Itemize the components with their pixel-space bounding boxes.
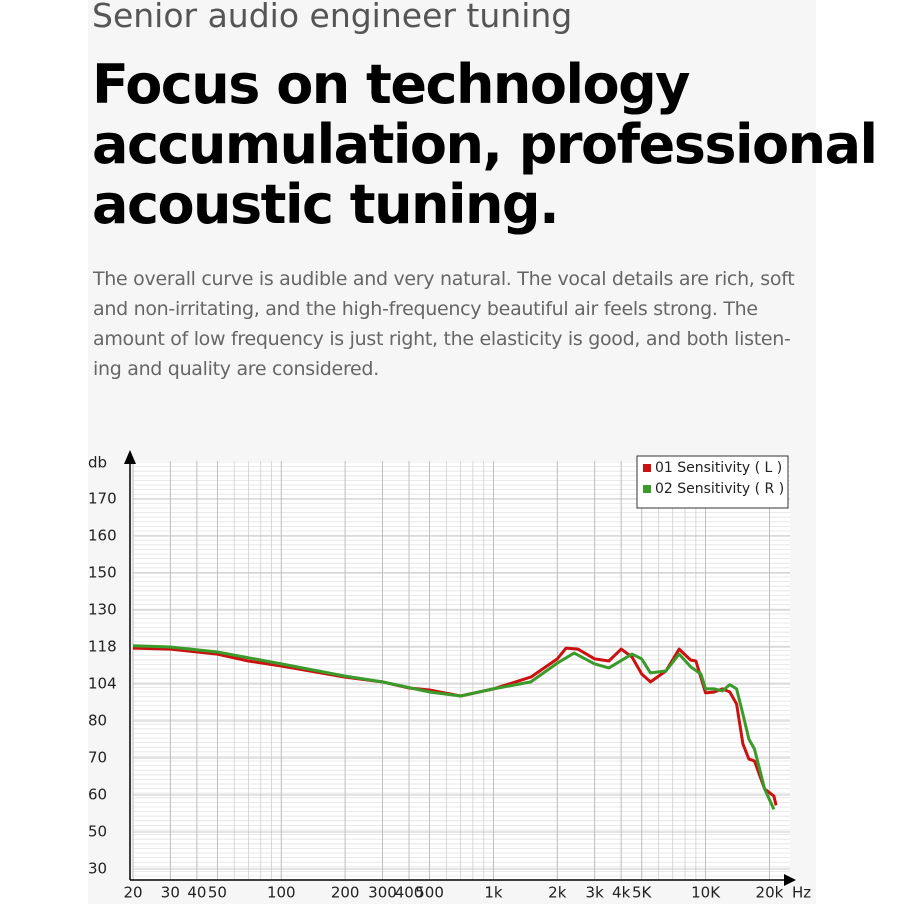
- body-line: amount of low frequency is just right, t…: [93, 328, 791, 350]
- x-tick-label: 200: [331, 884, 360, 902]
- y-tick-label: 118: [88, 638, 117, 656]
- x-tick-label: 100: [267, 884, 296, 902]
- plot-area: [133, 461, 790, 880]
- y-tick-label: 70: [88, 749, 107, 767]
- x-tick-label: 400: [395, 884, 424, 902]
- series-line: [132, 644, 776, 811]
- y-tick-label: 80: [88, 712, 107, 730]
- y-tick-label: 30: [88, 860, 107, 878]
- y-tick-label: 50: [88, 823, 107, 841]
- y-axis-label: db: [88, 454, 107, 472]
- y-tick-label: 150: [88, 564, 117, 582]
- headline-line: Focus on technology: [92, 53, 690, 116]
- x-tick-label: 2k: [548, 884, 567, 902]
- headline: Focus on technology accumulation, profess…: [92, 53, 878, 236]
- y-arrow: [124, 450, 136, 464]
- x-axis-label: Hz: [792, 884, 811, 902]
- body-text: The overall curve is audible and very na…: [93, 264, 795, 384]
- body-line: and non-irritating, and the high-frequen…: [93, 298, 758, 320]
- x-tick-label: 10K: [691, 884, 721, 902]
- x-arrow: [784, 874, 796, 886]
- y-tick-label: 130: [88, 601, 117, 619]
- x-tick-label: 50: [208, 884, 227, 902]
- y-tick-label: 60: [88, 786, 107, 804]
- kicker: Senior audio engineer tuning: [92, 0, 573, 35]
- legend-swatch: [643, 485, 651, 493]
- headline-line: accumulation, professional: [92, 113, 878, 176]
- legend-label: 02 Sensitivity ( R ): [655, 481, 784, 497]
- y-tick-label: 160: [88, 527, 117, 545]
- y-tick-label: 104: [88, 675, 117, 693]
- x-tick-label: 5K: [632, 884, 653, 902]
- x-tick-label: 300: [368, 884, 397, 902]
- y-tick-label: 170: [88, 490, 117, 508]
- x-tick-label: 4k: [612, 884, 631, 902]
- legend-swatch: [643, 464, 651, 472]
- x-tick-label: 20k: [756, 884, 784, 902]
- x-tick-label: 40: [187, 884, 206, 902]
- x-tick-label: 20: [123, 884, 142, 902]
- headline-line: acoustic tuning.: [92, 173, 560, 236]
- legend-label: 01 Sensitivity ( L ): [655, 460, 782, 476]
- legend-box: [636, 455, 789, 509]
- x-tick-label: 3k: [586, 884, 605, 902]
- body-line: The overall curve is audible and very na…: [93, 268, 795, 290]
- x-tick-label: 30: [161, 884, 180, 902]
- x-tick-label: 1k: [484, 884, 503, 902]
- x-tick-label: 500: [415, 884, 444, 902]
- body-line: ing and quality are considered.: [93, 358, 379, 380]
